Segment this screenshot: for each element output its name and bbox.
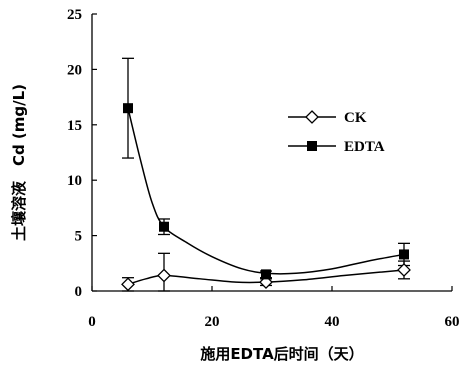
x-tick-label-40: 40 (325, 314, 340, 330)
legend-label-ck: CK (344, 110, 367, 126)
series-curves (127, 108, 405, 286)
x-tick-label-20: 20 (205, 314, 220, 330)
x-tick-label-0: 0 (88, 314, 96, 330)
marker-edta-3 (399, 249, 409, 260)
marker-ck-3 (397, 263, 411, 277)
marker-ck-1 (157, 268, 171, 283)
legend: CK EDTA (288, 110, 385, 155)
marker-edta-2 (261, 269, 271, 280)
marker-edta-0 (123, 103, 133, 114)
legend-marker-ck (305, 110, 319, 124)
y-tick-label-15: 15 (67, 118, 82, 134)
legend-item-ck: CK (288, 110, 367, 126)
y-tick-label-5: 5 (75, 229, 83, 245)
curve-edta (127, 108, 405, 275)
legend-marker-edta (307, 141, 317, 151)
axis-ticks: 0 5 10 15 20 25 0 20 40 60 (67, 7, 460, 330)
x-tick-label-60: 60 (445, 314, 460, 330)
series-markers (121, 103, 411, 292)
y-tick-label-25: 25 (67, 7, 82, 23)
error-bars (122, 57, 410, 292)
marker-ck-0 (121, 277, 135, 292)
y-tick-label-0: 0 (75, 284, 83, 300)
marker-edta-1 (159, 221, 169, 232)
legend-item-edta: EDTA (288, 139, 385, 155)
legend-label-edta: EDTA (344, 139, 385, 155)
axes (91, 14, 452, 292)
curve-ck (127, 269, 405, 286)
y-axis-title: 土壤溶液 Cd (mg/L) (10, 84, 28, 241)
x-axis-title: 施用EDTA后时间（天） (200, 345, 363, 363)
y-tick-label-10: 10 (67, 173, 82, 189)
y-tick-label-20: 20 (67, 62, 82, 78)
